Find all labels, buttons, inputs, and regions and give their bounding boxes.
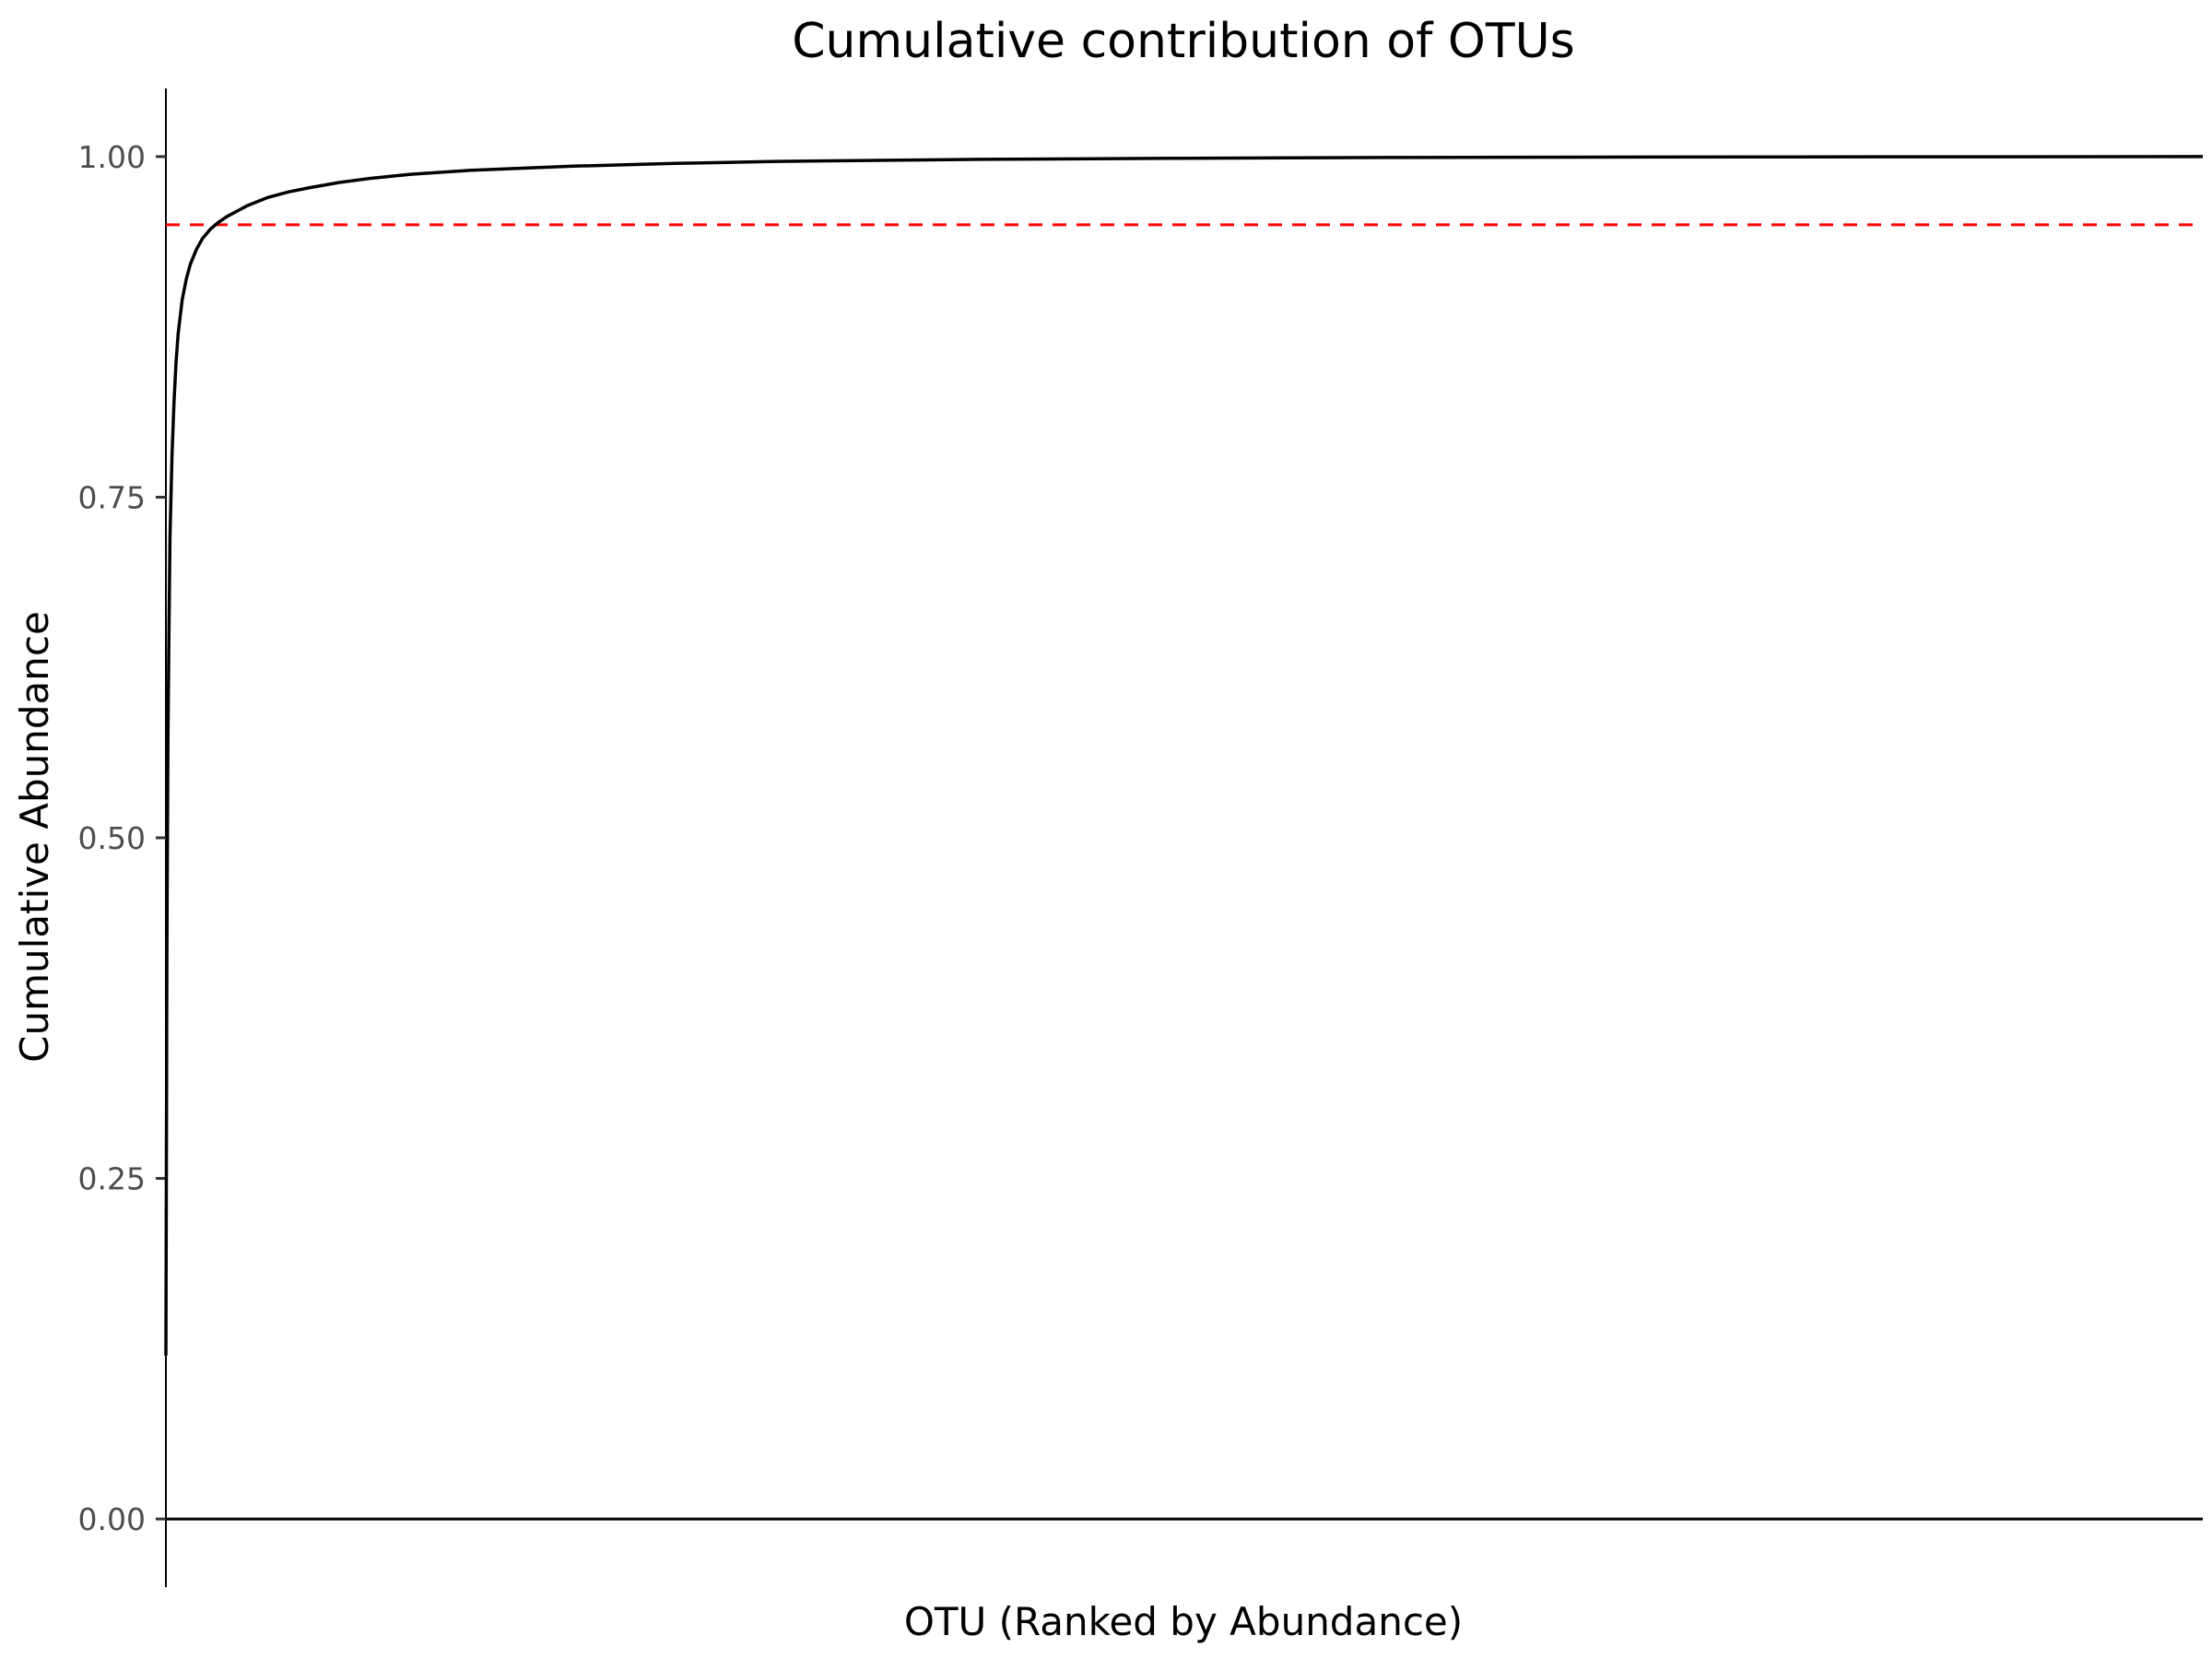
y-tick-label: 1.00: [78, 139, 146, 175]
x-axis-title: OTU (Ranked by Abundance): [904, 1599, 1463, 1644]
cumulative-curve: [164, 155, 2204, 1356]
y-ticks: 0.00 0.25 0.50 0.75 1.00: [78, 139, 166, 1537]
y-tick-label: 0.75: [78, 479, 146, 515]
y-axis-title: Cumulative Abundance: [12, 611, 57, 1063]
y-tick-label: 0.25: [78, 1161, 146, 1197]
chart-title: Cumulative contribution of OTUs: [792, 14, 1575, 69]
y-tick-label: 0.00: [78, 1501, 146, 1537]
y-tick-label: 0.50: [78, 820, 146, 856]
